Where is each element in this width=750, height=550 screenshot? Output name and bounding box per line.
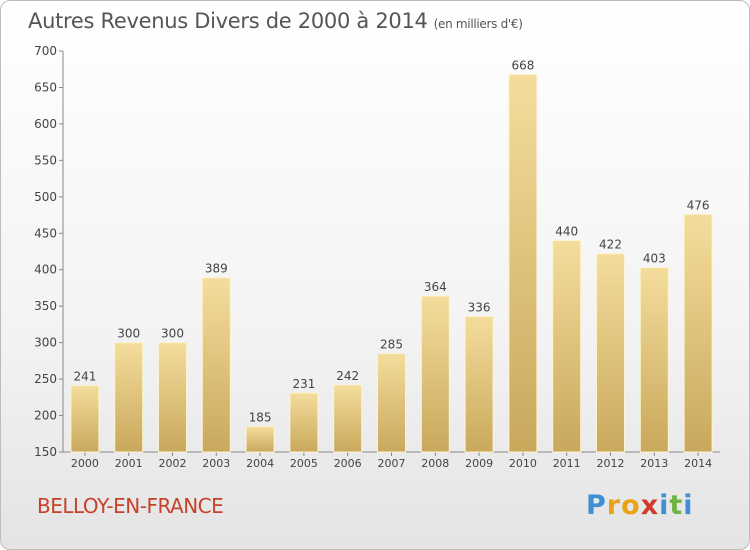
bar-2000	[70, 385, 100, 453]
value-label-2012: 422	[599, 238, 622, 252]
value-label-2011: 440	[555, 225, 578, 239]
bar-2003	[201, 277, 231, 453]
x-tick-label-2002: 2002	[159, 457, 187, 470]
x-tick-label-2010: 2010	[509, 457, 537, 470]
bar-2002	[158, 342, 187, 453]
x-tick-label-2012: 2012	[597, 457, 625, 470]
x-tick-label-2013: 2013	[640, 457, 668, 470]
value-label-2010: 668	[511, 58, 534, 72]
bar-2011	[552, 240, 582, 453]
y-tick-label: 600	[34, 117, 57, 131]
bar-2010	[508, 73, 538, 453]
bar-2004	[245, 425, 275, 453]
value-label-2001: 300	[117, 327, 140, 341]
value-label-2006: 242	[336, 369, 359, 383]
x-tick-label-2001: 2001	[115, 457, 143, 470]
logo-letter: i	[659, 490, 670, 521]
commune-name: BELLOY-EN-FRANCE	[37, 494, 224, 518]
bar-2007	[377, 353, 406, 453]
logo-letter: o	[621, 490, 641, 521]
y-tick-label: 200	[34, 409, 57, 423]
logo-letter: x	[640, 490, 660, 521]
chart-title: Autres Revenus Divers de 2000 à 2014 (en …	[28, 9, 523, 33]
value-label-2000: 241	[73, 370, 96, 384]
y-tick-label: 300	[34, 336, 57, 350]
logo-letter: i	[683, 490, 694, 521]
x-tick-label-2000: 2000	[71, 457, 99, 470]
value-label-2002: 300	[161, 327, 184, 341]
value-label-2009: 336	[468, 300, 491, 314]
chart-value-labels: 241 300 300 389 185 231 242 285 364 336 668 440 422 4…	[73, 58, 709, 424]
logo-letter: t	[669, 490, 684, 521]
bar-2009	[464, 315, 494, 453]
chart-bars	[70, 73, 713, 453]
y-tick-label: 700	[34, 44, 57, 58]
x-tick-label-2003: 2003	[202, 457, 230, 470]
y-tick-label: 500	[34, 190, 57, 204]
y-tick-label: 150	[34, 445, 57, 459]
bar-2006	[333, 384, 363, 453]
x-tick-label-2007: 2007	[378, 457, 406, 470]
x-tick-label-2005: 2005	[290, 457, 318, 470]
x-tick-label-2008: 2008	[421, 457, 449, 470]
y-tick-label: 550	[34, 153, 57, 167]
chart-title-main: Autres Revenus Divers de 2000 à 2014	[28, 9, 428, 33]
x-tick-label-2009: 2009	[465, 457, 493, 470]
x-tick-label-2004: 2004	[246, 457, 274, 470]
bar-2008	[420, 295, 450, 453]
chart-axes: 150 200 250 300 350 400 450 500 550 600 650 700 2000…	[34, 44, 720, 470]
value-label-2008: 364	[424, 280, 447, 294]
bar-2013	[639, 267, 669, 453]
value-label-2007: 285	[380, 338, 403, 352]
x-tick-label-2006: 2006	[334, 457, 362, 470]
chart-subtitle: (en milliers d'€)	[433, 17, 523, 31]
bar-2014	[683, 213, 713, 453]
x-tick-label-2011: 2011	[553, 457, 581, 470]
logo-letter: P	[586, 490, 607, 521]
value-label-2004: 185	[249, 410, 272, 424]
bar-2012	[596, 253, 625, 453]
value-label-2014: 476	[687, 198, 710, 212]
value-label-2005: 231	[292, 377, 315, 391]
value-label-2003: 389	[205, 262, 228, 276]
y-tick-label: 450	[34, 226, 57, 240]
x-tick-label-2014: 2014	[684, 457, 712, 470]
y-tick-label: 250	[34, 372, 57, 386]
value-label-2013: 403	[643, 252, 666, 266]
bar-2001	[114, 342, 144, 453]
y-tick-label: 350	[34, 299, 57, 313]
proxiti-logo: Proxiti	[586, 490, 694, 521]
y-tick-label: 400	[34, 263, 57, 277]
bar-2005	[289, 392, 319, 453]
y-tick-label: 650	[34, 80, 57, 94]
logo-letter: r	[606, 490, 622, 521]
